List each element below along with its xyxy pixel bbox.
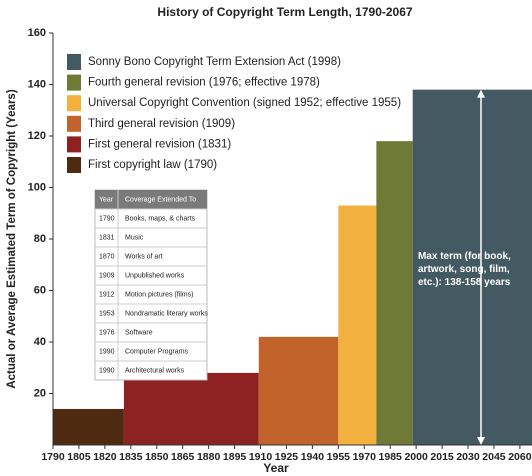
table-cell: Architectural works [125, 367, 185, 374]
legend-label: Sonny Bono Copyright Term Extension Act … [88, 56, 341, 68]
y-tick-label: 60 [34, 284, 46, 296]
table-cell: Nondramatic literary works [125, 310, 208, 317]
arrow-head [477, 89, 485, 98]
table-cell: 1990 [99, 348, 115, 355]
y-tick-label: 20 [34, 387, 46, 399]
y-tick-label: 80 [34, 233, 46, 245]
table-cell: 1953 [99, 310, 115, 317]
x-tick-label: 1790 [41, 451, 65, 463]
x-tick-label: 1880 [197, 451, 221, 463]
table-cell: Works of art [125, 253, 163, 260]
step-bar [53, 408, 124, 445]
x-tick-label: 1835 [119, 451, 143, 463]
table-cell: 1912 [99, 291, 115, 298]
x-tick-label: 1850 [145, 451, 169, 463]
table-cell: 1870 [99, 253, 115, 260]
legend-label: First copyright law (1790) [88, 159, 217, 171]
x-tick-label: 1985 [379, 451, 403, 463]
x-tick-label: 2000 [404, 451, 428, 463]
x-tick-label: 1910 [249, 451, 273, 463]
y-axis-label: Actual or Average Estimated Term of Copy… [6, 89, 18, 388]
table-cell: Motion pictures (films) [125, 291, 193, 298]
y-tick-label: 160 [28, 27, 46, 39]
legend-label: Third general revision (1909) [88, 118, 235, 130]
step-bar [258, 336, 339, 445]
x-tick-label: 2045 [482, 451, 506, 463]
table-cell: 1990 [99, 367, 115, 374]
step-bar [123, 372, 259, 445]
x-tick-label: 1955 [327, 451, 351, 463]
x-tick-label: 1865 [171, 451, 195, 463]
x-tick-label: 1925 [275, 451, 299, 463]
legend-swatch [67, 74, 81, 91]
table-cell: Software [125, 329, 153, 336]
x-tick-label: 1895 [223, 451, 247, 463]
x-tick-label: 1970 [353, 451, 377, 463]
x-axis-label: Year [263, 461, 289, 475]
table-cell: Computer Programs [125, 348, 189, 355]
legend-label: First general revision (1831) [88, 138, 231, 150]
x-tick-label: 2030 [456, 451, 480, 463]
table-cell: 1976 [99, 329, 115, 336]
x-tick-label: 1940 [301, 451, 325, 463]
table-cell: Books, maps, & charts [125, 215, 196, 222]
step-bar [412, 89, 532, 446]
legend-swatch [67, 157, 81, 173]
step-bar [338, 205, 377, 445]
step-bar [376, 141, 413, 445]
legend-swatch [67, 54, 81, 70]
y-tick-label: 120 [28, 130, 46, 142]
legend-swatch [67, 95, 81, 112]
annotation: Max term (for book, artwork, song, film,… [418, 251, 511, 288]
x-tick-label: 2060 [508, 451, 532, 463]
legend-swatch [67, 115, 81, 132]
table-header-cell: Year [99, 196, 114, 203]
table-header-cell: Coverage Extended To [125, 196, 196, 203]
legend-label: Universal Copyright Convention (signed 1… [88, 97, 401, 109]
table-cell: Music [125, 234, 144, 241]
x-tick-label: 2015 [430, 451, 454, 463]
y-tick-label: 140 [28, 78, 46, 90]
chart-title: History of Copyright Term Length, 1790-2… [157, 5, 412, 19]
y-tick-label: 40 [34, 336, 46, 348]
legend-label: Fourth general revision (1976; effective… [88, 77, 320, 89]
x-tick-label: 1820 [93, 451, 117, 463]
legend-swatch [67, 136, 81, 153]
x-tick-label: 1805 [67, 451, 91, 463]
y-tick-label: 100 [28, 181, 46, 193]
table-cell: 1909 [99, 272, 115, 279]
table-cell: Unpublished works [125, 272, 185, 279]
table-header [95, 190, 207, 209]
arrow-head [477, 437, 485, 445]
table-cell: 1831 [99, 234, 115, 241]
table-cell: 1790 [99, 215, 115, 222]
